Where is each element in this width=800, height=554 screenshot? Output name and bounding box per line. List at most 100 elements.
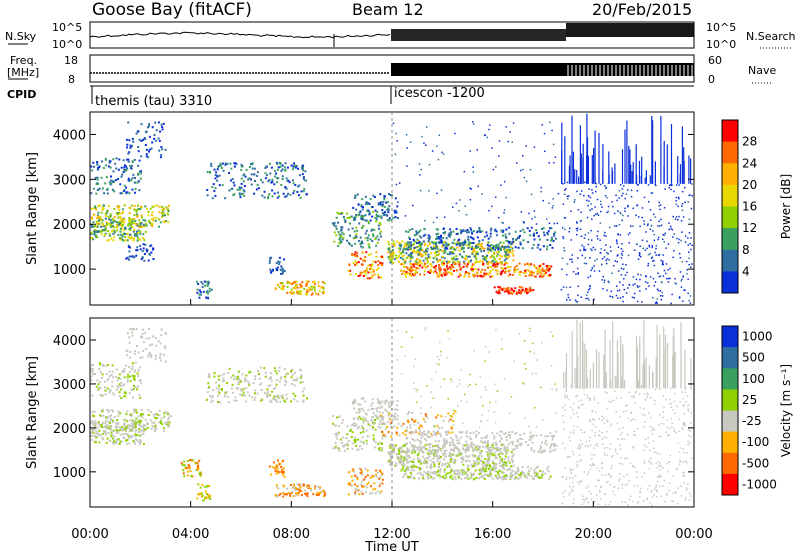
- data-cell: [438, 273, 441, 276]
- data-cell: [670, 302, 672, 305]
- data-cell: [437, 232, 440, 235]
- data-cell: [354, 440, 357, 443]
- data-cell: [301, 281, 304, 284]
- data-cell: [603, 256, 606, 258]
- data-cell: [355, 411, 358, 414]
- data-cell: [96, 220, 99, 223]
- data-cell: [130, 388, 133, 391]
- noise-streak: [564, 136, 566, 184]
- data-cell: [342, 236, 345, 239]
- data-cell: [129, 246, 132, 249]
- data-cell: [393, 416, 396, 419]
- data-cell: [601, 258, 604, 260]
- data-cell: [627, 287, 629, 289]
- data-cell: [280, 272, 283, 275]
- data-cell: [105, 427, 108, 430]
- data-cell: [620, 212, 622, 215]
- data-cell: [134, 181, 136, 184]
- data-cell: [379, 202, 382, 205]
- data-cell: [503, 212, 505, 214]
- data-cell: [434, 255, 437, 258]
- data-cell: [96, 225, 99, 228]
- data-cell: [498, 292, 501, 295]
- data-cell: [484, 134, 486, 136]
- data-cell: [638, 252, 641, 254]
- data-cell: [244, 379, 247, 382]
- data-cell: [689, 242, 691, 245]
- data-cell: [150, 218, 153, 221]
- data-cell: [505, 475, 508, 478]
- data-cell: [162, 429, 165, 432]
- data-cell: [517, 470, 520, 473]
- data-cell: [277, 397, 280, 400]
- data-cell: [196, 497, 199, 500]
- data-cell: [409, 257, 412, 260]
- data-cell: [371, 206, 374, 208]
- data-cell: [230, 376, 233, 379]
- data-cell: [366, 442, 368, 445]
- noise-streak: [591, 155, 593, 184]
- colorbar-frame: [721, 119, 739, 294]
- data-cell: [403, 269, 406, 272]
- data-cell: [369, 271, 372, 274]
- data-cell: [131, 419, 134, 422]
- data-cell: [418, 163, 421, 165]
- data-cell: [589, 287, 591, 290]
- data-cell: [649, 228, 652, 230]
- data-cell: [210, 165, 213, 168]
- data-cell: [474, 469, 477, 472]
- data-cell: [453, 469, 456, 472]
- data-cell: [553, 161, 555, 164]
- data-cell: [388, 205, 391, 208]
- data-cell: [371, 228, 374, 231]
- data-cell: [529, 288, 532, 291]
- data-cell: [659, 290, 662, 292]
- data-cell: [410, 274, 413, 277]
- data-cell: [256, 184, 259, 186]
- data-cell: [576, 227, 579, 230]
- data-cell: [501, 289, 504, 291]
- data-cell: [324, 492, 326, 495]
- data-cell: [279, 165, 282, 168]
- data-cell: [505, 287, 508, 290]
- data-cell: [352, 262, 355, 264]
- data-cell: [461, 471, 464, 474]
- data-cell: [539, 275, 541, 278]
- data-cell: [446, 472, 449, 475]
- data-cell: [436, 247, 439, 250]
- data-cell: [268, 261, 271, 264]
- data-cell: [467, 448, 470, 451]
- data-cell: [460, 461, 463, 464]
- data-cell: [405, 271, 408, 273]
- data-cell: [348, 264, 351, 267]
- data-cell: [92, 207, 95, 210]
- data-cell: [130, 204, 133, 207]
- data-cell: [489, 464, 491, 467]
- data-cell: [90, 207, 93, 210]
- data-cell: [472, 241, 475, 244]
- data-cell: [433, 247, 436, 250]
- data-cell: [304, 170, 307, 173]
- data-cell: [399, 252, 402, 255]
- data-cell: [455, 454, 458, 457]
- data-cell: [138, 366, 141, 369]
- data-cell: [424, 233, 427, 236]
- data-cell: [140, 155, 143, 158]
- data-cell: [274, 466, 277, 469]
- data-cell: [299, 381, 302, 384]
- data-cell: [116, 212, 119, 214]
- data-cell: [428, 190, 430, 192]
- data-cell: [381, 482, 384, 485]
- data-cell: [110, 409, 113, 411]
- data-cell: [665, 272, 667, 275]
- freq-label: Freq.: [10, 54, 37, 67]
- data-cell: [283, 485, 286, 488]
- data-cell: [152, 258, 155, 260]
- data-cell: [495, 290, 498, 293]
- data-cell: [263, 367, 266, 370]
- data-cell: [118, 429, 121, 432]
- data-cell: [167, 204, 170, 207]
- data-cell: [289, 494, 292, 497]
- data-cell: [279, 377, 282, 380]
